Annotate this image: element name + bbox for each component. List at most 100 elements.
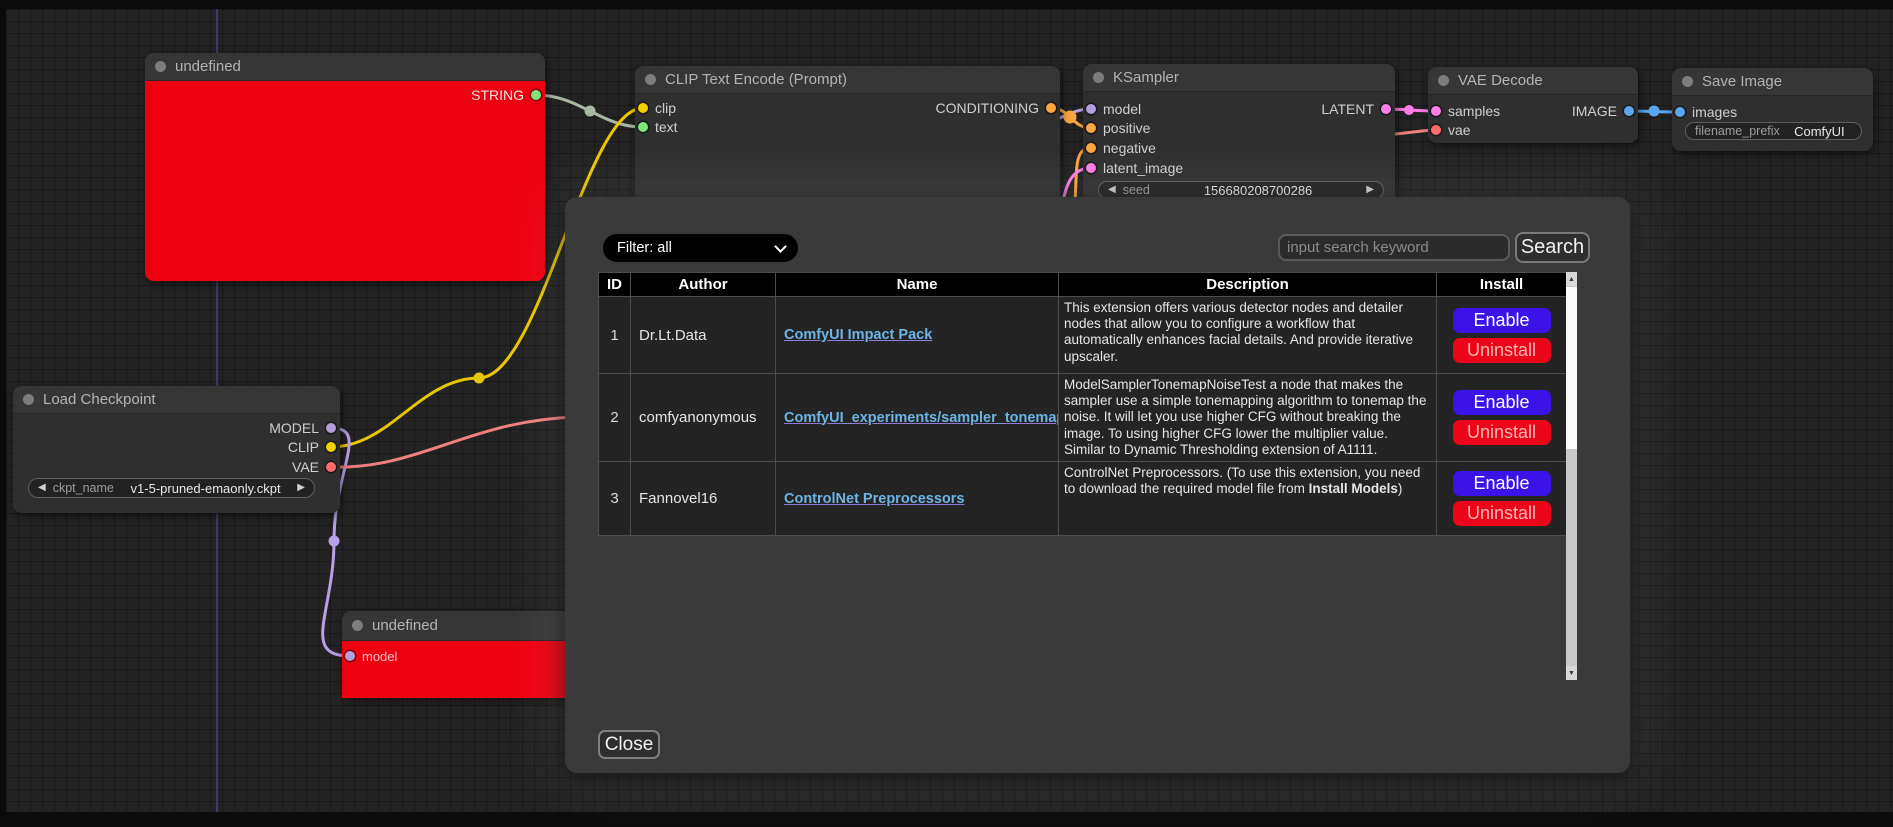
slot-pin-icon: [1675, 107, 1685, 117]
ext-author: comfyanonymous: [630, 372, 776, 463]
ext-link[interactable]: ControlNet Preprocessors: [784, 490, 965, 507]
node-title: VAE Decode: [1458, 72, 1543, 89]
ckpt-prev-icon[interactable]: ◀: [38, 482, 46, 493]
filename-prefix-widget[interactable]: filename_prefix ComfyUI: [1685, 122, 1862, 140]
slot-pin-icon: [1046, 103, 1056, 113]
node-save-image[interactable]: Save Image images filename_prefix ComfyU…: [1672, 68, 1873, 151]
close-button[interactable]: Close: [598, 730, 660, 759]
output-slot-latent[interactable]: LATENT: [1321, 100, 1391, 118]
slot-pin-icon: [1086, 163, 1096, 173]
table-row: 1 Dr.Lt.Data ComfyUI Impact Pack This ex…: [598, 296, 1567, 374]
output-slot-vae[interactable]: VAE: [292, 458, 336, 476]
col-description: Description: [1058, 272, 1437, 297]
output-slot-string[interactable]: STRING: [471, 86, 541, 104]
slot-pin-icon: [326, 442, 336, 452]
node-collapse-dot[interactable]: [23, 394, 34, 405]
seed-decrement-icon[interactable]: ◀: [1108, 184, 1116, 195]
output-slot-image[interactable]: IMAGE: [1572, 102, 1634, 120]
enable-button[interactable]: Enable: [1452, 471, 1551, 497]
ext-author: Fannovel16: [630, 461, 776, 537]
extensions-table: ID Author Name Description Install 1 Dr.…: [598, 272, 1567, 537]
filter-select-wrap: Filter: all: [603, 234, 798, 262]
link-midpoint-dot: [1648, 105, 1660, 117]
table-scrollbar[interactable]: ▲ ▼: [1566, 272, 1577, 680]
node-collapse-dot[interactable]: [1438, 75, 1449, 86]
col-install: Install: [1436, 272, 1567, 297]
link-midpoint-dot: [584, 105, 596, 117]
wire-vae-left: [329, 415, 582, 469]
seed-increment-icon[interactable]: ▶: [1366, 184, 1374, 195]
slot-pin-icon: [1086, 104, 1096, 114]
node-load-checkpoint[interactable]: Load Checkpoint MODEL CLIP VAE ◀ ckpt_na…: [13, 386, 340, 513]
output-slot-conditioning[interactable]: CONDITIONING: [936, 99, 1056, 117]
ext-link[interactable]: ComfyUI_experiments/sampler_tonemap: [784, 409, 1059, 426]
node-title: Load Checkpoint: [43, 391, 156, 408]
col-name: Name: [775, 272, 1059, 297]
ext-author: Dr.Lt.Data: [630, 296, 776, 374]
ext-id: 1: [598, 296, 631, 374]
col-id: ID: [598, 272, 631, 297]
ext-id: 2: [598, 372, 631, 463]
node-vae-decode[interactable]: VAE Decode samples vae IMAGE: [1428, 67, 1638, 143]
input-slot-positive[interactable]: positive: [1086, 119, 1150, 137]
table-row: 2 comfyanonymous ComfyUI_experiments/sam…: [598, 372, 1567, 463]
wire-clip: [329, 106, 645, 449]
slot-pin-icon: [638, 122, 648, 132]
output-slot-clip[interactable]: CLIP: [288, 438, 336, 456]
input-slot-model[interactable]: model: [1086, 100, 1141, 118]
input-slot-clip[interactable]: clip: [638, 99, 676, 117]
node-clip-text-encode[interactable]: CLIP Text Encode (Prompt) clip text COND…: [635, 66, 1060, 206]
node-collapse-dot[interactable]: [1093, 72, 1104, 83]
slot-pin-icon: [1624, 106, 1634, 116]
node-ksampler[interactable]: KSampler model positive negative latent_…: [1083, 64, 1395, 206]
slot-pin-icon: [1431, 125, 1441, 135]
manager-dialog: Filter: all Search ID Author Name Descri…: [565, 197, 1630, 773]
extensions-table-wrap: ID Author Name Description Install 1 Dr.…: [598, 272, 1577, 680]
col-author: Author: [630, 272, 776, 297]
uninstall-button[interactable]: Uninstall: [1452, 337, 1551, 363]
search-button[interactable]: Search: [1515, 232, 1590, 263]
scroll-down-icon[interactable]: ▼: [1566, 666, 1577, 680]
slot-pin-icon: [531, 90, 541, 100]
slot-pin-icon: [1086, 123, 1096, 133]
link-midpoint-dot: [1063, 110, 1077, 124]
node-title: undefined: [175, 58, 241, 75]
filter-select[interactable]: Filter: all: [603, 234, 798, 262]
node-title: CLIP Text Encode (Prompt): [665, 71, 848, 88]
slot-pin-icon: [326, 423, 336, 433]
ext-description: ControlNet Preprocessors. (To use this e…: [1058, 461, 1437, 537]
uninstall-button[interactable]: Uninstall: [1452, 420, 1551, 445]
input-slot-text[interactable]: text: [638, 118, 678, 136]
slot-pin-icon: [1431, 106, 1441, 116]
node-undefined-top[interactable]: undefined STRING: [145, 53, 545, 281]
slot-pin-icon: [638, 103, 648, 113]
uninstall-button[interactable]: Uninstall: [1452, 501, 1551, 527]
input-slot-images[interactable]: images: [1675, 103, 1737, 121]
node-collapse-dot[interactable]: [645, 74, 656, 85]
node-title: undefined: [372, 617, 438, 634]
ckpt-name-widget[interactable]: ◀ ckpt_name v1-5-pruned-emaonly.ckpt ▶: [28, 478, 315, 498]
scroll-up-icon[interactable]: ▲: [1566, 272, 1577, 286]
link-midpoint-dot: [1404, 105, 1414, 115]
link-midpoint-dot: [473, 372, 485, 384]
node-collapse-dot[interactable]: [155, 61, 166, 72]
input-slot-samples[interactable]: samples: [1431, 102, 1500, 120]
enable-button[interactable]: Enable: [1452, 307, 1551, 333]
ext-link[interactable]: ComfyUI Impact Pack: [784, 327, 933, 343]
enable-button[interactable]: Enable: [1452, 390, 1551, 415]
node-collapse-dot[interactable]: [1682, 76, 1693, 87]
ckpt-next-icon[interactable]: ▶: [297, 482, 305, 493]
node-title: KSampler: [1113, 69, 1179, 86]
node-collapse-dot[interactable]: [352, 620, 363, 631]
input-slot-model[interactable]: model: [345, 647, 397, 665]
search-input[interactable]: [1278, 234, 1510, 261]
input-slot-vae[interactable]: vae: [1431, 121, 1471, 139]
link-midpoint-dot: [328, 535, 340, 547]
ext-id: 3: [598, 461, 631, 537]
input-slot-latent-image[interactable]: latent_image: [1086, 159, 1183, 177]
slot-pin-icon: [1086, 143, 1096, 153]
scrollbar-thumb[interactable]: [1566, 287, 1577, 449]
input-slot-negative[interactable]: negative: [1086, 139, 1156, 157]
output-slot-model[interactable]: MODEL: [269, 419, 336, 437]
table-row: 3 Fannovel16 ControlNet Preprocessors Co…: [598, 461, 1567, 537]
